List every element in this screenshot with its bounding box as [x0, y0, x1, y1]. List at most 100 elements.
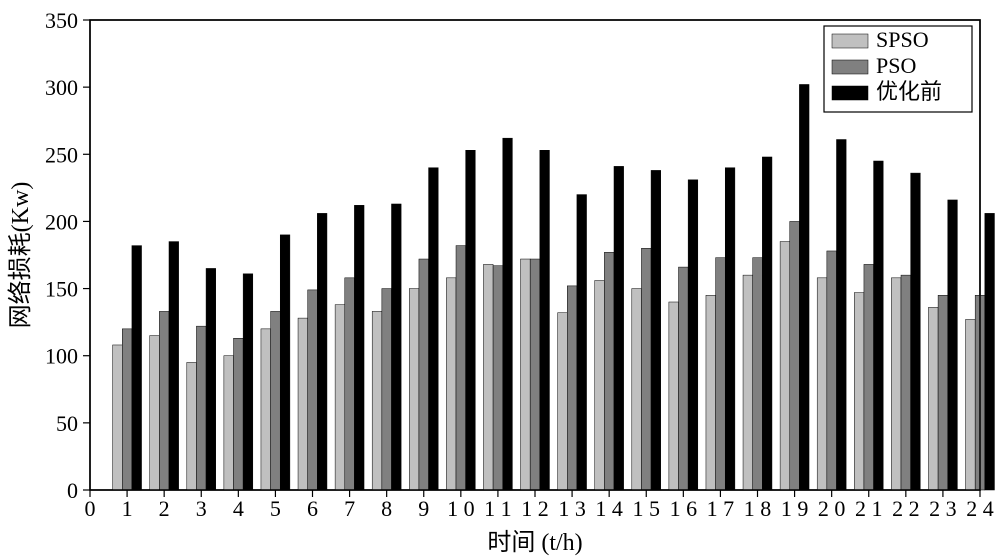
x-tick-label: 1 5	[633, 496, 661, 521]
bar-SPSO	[113, 345, 123, 490]
bar-PSO	[122, 329, 132, 490]
x-tick-label: 9	[418, 496, 429, 521]
x-tick-label: 1 8	[744, 496, 772, 521]
bar-优化前	[540, 150, 550, 490]
bar-优化前	[762, 157, 772, 490]
bar-PSO	[159, 311, 169, 490]
bar-SPSO	[928, 307, 938, 490]
bar-PSO	[938, 295, 948, 490]
bar-优化前	[911, 173, 921, 490]
bar-SPSO	[224, 356, 234, 490]
bar-PSO	[679, 267, 689, 490]
legend-swatch	[832, 60, 868, 74]
network-loss-bar-chart: 05010015020025030035001234567891 01 11 2…	[0, 0, 1000, 560]
bar-PSO	[864, 264, 874, 490]
bar-优化前	[317, 213, 327, 490]
bar-优化前	[354, 205, 364, 490]
bar-SPSO	[335, 305, 345, 490]
bar-优化前	[614, 166, 624, 490]
bar-优化前	[799, 84, 809, 490]
bar-SPSO	[409, 289, 419, 490]
x-tick-label: 1	[122, 496, 133, 521]
bar-SPSO	[817, 278, 827, 490]
bar-PSO	[530, 259, 540, 490]
bar-优化前	[280, 235, 290, 490]
bar-PSO	[271, 311, 281, 490]
bar-PSO	[827, 251, 837, 490]
bar-优化前	[391, 204, 401, 490]
x-tick-label: 2 2	[892, 496, 920, 521]
y-tick-label: 200	[45, 209, 78, 234]
x-tick-label: 1 2	[521, 496, 549, 521]
y-tick-label: 350	[45, 8, 78, 33]
bar-PSO	[196, 326, 206, 490]
y-tick-label: 150	[45, 277, 78, 302]
bar-优化前	[688, 180, 698, 490]
bar-PSO	[901, 275, 911, 490]
bar-SPSO	[595, 281, 605, 490]
bar-SPSO	[669, 302, 679, 490]
bar-PSO	[234, 338, 244, 490]
bar-SPSO	[446, 278, 456, 490]
bar-优化前	[503, 138, 513, 490]
bar-SPSO	[780, 242, 790, 490]
x-tick-label: 1 7	[707, 496, 735, 521]
x-tick-label: 1 6	[670, 496, 698, 521]
bar-PSO	[567, 286, 577, 490]
x-tick-label: 2 3	[929, 496, 957, 521]
bar-优化前	[132, 246, 142, 490]
x-tick-label: 2	[159, 496, 170, 521]
x-tick-label: 8	[381, 496, 392, 521]
x-tick-label: 1 3	[558, 496, 586, 521]
bar-SPSO	[150, 336, 160, 490]
bar-SPSO	[483, 264, 493, 490]
x-tick-label: 3	[196, 496, 207, 521]
bar-PSO	[382, 289, 392, 490]
x-tick-label: 0	[85, 496, 96, 521]
y-tick-label: 50	[56, 411, 78, 436]
bar-优化前	[948, 200, 958, 490]
x-tick-label: 1 9	[781, 496, 809, 521]
x-tick-label: 1 1	[484, 496, 512, 521]
legend-label: PSO	[876, 53, 916, 78]
bar-SPSO	[891, 278, 901, 490]
x-tick-label: 1 4	[595, 496, 623, 521]
bar-优化前	[206, 268, 216, 490]
x-tick-label: 7	[344, 496, 355, 521]
x-tick-label: 2 1	[855, 496, 883, 521]
x-tick-label: 2 4	[966, 496, 994, 521]
bar-优化前	[651, 170, 661, 490]
bar-PSO	[308, 290, 318, 490]
legend-label: 优化前	[876, 79, 942, 104]
bar-SPSO	[521, 259, 531, 490]
bar-优化前	[836, 140, 846, 490]
bar-SPSO	[632, 289, 642, 490]
x-tick-label: 1 0	[447, 496, 475, 521]
bar-SPSO	[966, 319, 976, 490]
x-tick-label: 5	[270, 496, 281, 521]
bar-PSO	[753, 258, 763, 490]
bar-优化前	[725, 168, 735, 490]
bar-SPSO	[706, 295, 716, 490]
y-tick-label: 0	[67, 478, 78, 503]
bar-SPSO	[187, 362, 197, 490]
bar-优化前	[243, 274, 253, 490]
x-tick-label: 4	[233, 496, 244, 521]
x-axis-label: 时间 (t/h)	[487, 529, 582, 556]
bar-SPSO	[558, 313, 568, 490]
bar-SPSO	[743, 275, 753, 490]
bar-优化前	[169, 242, 179, 490]
chart-container: 05010015020025030035001234567891 01 11 2…	[0, 0, 1000, 560]
bar-优化前	[577, 195, 587, 490]
bar-SPSO	[298, 318, 308, 490]
bar-PSO	[641, 248, 651, 490]
bar-优化前	[874, 161, 884, 490]
y-tick-label: 250	[45, 142, 78, 167]
legend-label: SPSO	[876, 27, 929, 52]
bar-优化前	[429, 168, 439, 490]
bar-SPSO	[261, 329, 271, 490]
bar-PSO	[456, 246, 466, 490]
y-tick-label: 100	[45, 344, 78, 369]
bar-PSO	[604, 252, 614, 490]
bar-SPSO	[372, 311, 382, 490]
